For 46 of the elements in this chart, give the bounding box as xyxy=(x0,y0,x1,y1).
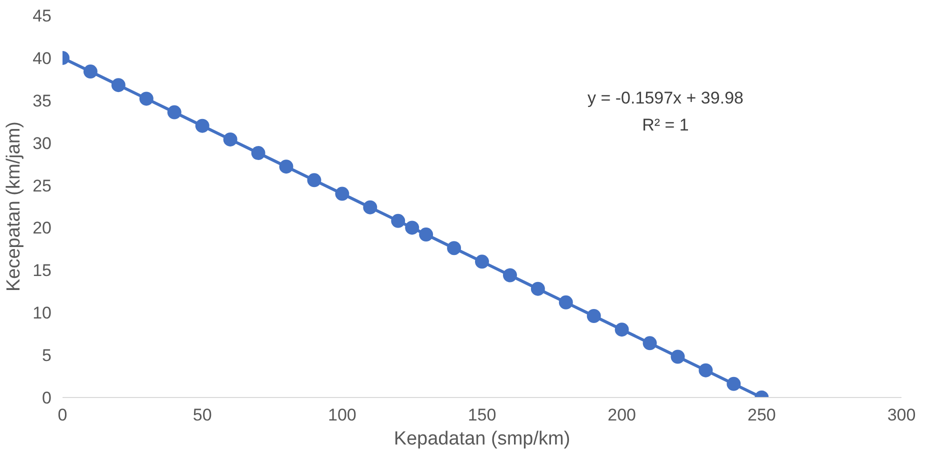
y-tick-label: 10 xyxy=(32,304,52,323)
x-tick-label: 300 xyxy=(887,406,916,424)
point xyxy=(405,220,420,235)
y-tick-label: 40 xyxy=(32,48,52,68)
point xyxy=(111,78,126,92)
point xyxy=(642,336,657,350)
point xyxy=(586,309,601,323)
annotation: R² = 1 xyxy=(642,116,689,134)
point xyxy=(419,228,434,242)
point xyxy=(614,322,629,337)
y-tick-label: 0 xyxy=(42,388,52,408)
y-axis-title: Kecepatan (km/jam) xyxy=(4,121,25,292)
point xyxy=(279,160,294,174)
x-tick-label: 100 xyxy=(328,406,356,424)
point xyxy=(167,105,182,120)
point xyxy=(530,282,545,296)
point xyxy=(139,92,154,106)
x-axis-title: Kepadatan (smp/km) xyxy=(394,428,570,450)
point xyxy=(502,268,517,282)
y-tick-label: 30 xyxy=(32,134,52,153)
x-tick-label: 0 xyxy=(58,406,68,424)
point xyxy=(223,132,238,146)
point xyxy=(447,241,462,256)
y-tick-label: 15 xyxy=(32,261,52,280)
y-tick-label: 45 xyxy=(32,6,52,26)
annotation: y = -0.1597x + 39.98 xyxy=(588,88,744,108)
point xyxy=(83,64,98,79)
point xyxy=(475,254,489,269)
point xyxy=(363,200,378,214)
point xyxy=(558,295,573,310)
x-tick-label: 250 xyxy=(747,406,776,424)
x-tick-label: 200 xyxy=(608,406,636,424)
point xyxy=(726,376,741,391)
y-tick-label: 25 xyxy=(32,176,52,196)
point xyxy=(335,186,350,201)
point xyxy=(391,214,406,228)
y-tick-label: 5 xyxy=(42,346,52,366)
x-tick-label: 150 xyxy=(468,406,496,424)
x-tick-label: 50 xyxy=(192,406,212,424)
point xyxy=(670,350,685,364)
point xyxy=(698,363,713,378)
point xyxy=(251,146,266,160)
point xyxy=(195,118,210,133)
y-tick-label: 20 xyxy=(32,218,52,238)
point xyxy=(307,173,322,188)
y-tick-label: 35 xyxy=(32,91,52,110)
